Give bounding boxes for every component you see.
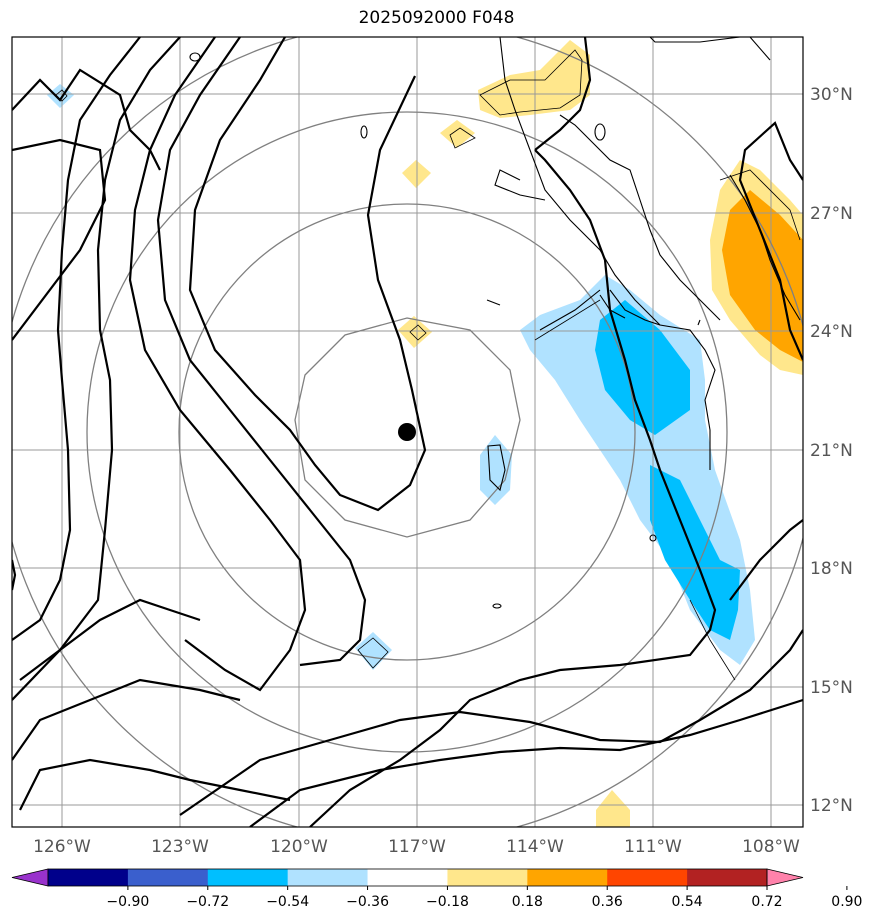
colorbar-segment <box>687 869 768 886</box>
lat-label: 15°N <box>810 678 853 698</box>
colorbar-tick-label: −0.90 <box>106 894 149 910</box>
lat-label: 24°N <box>810 322 853 342</box>
lon-label: 108°W <box>742 837 800 857</box>
map-title: 2025092000 F048 <box>358 8 515 28</box>
graticule <box>12 37 803 827</box>
lat-label: 27°N <box>810 204 853 224</box>
lon-label: 111°W <box>624 837 682 857</box>
map-plot-area <box>12 37 803 827</box>
map-frame <box>11 36 804 828</box>
range-rings <box>12 37 803 827</box>
colorbar-segment <box>607 869 688 886</box>
colorbar-extend-low <box>11 868 49 887</box>
colorbar-extend-high <box>766 868 804 887</box>
colorbar-segment <box>527 869 608 886</box>
colorbar-tick-label: −0.54 <box>266 894 309 910</box>
latitude-labels: 30°N 27°N 24°N 21°N 18°N 15°N 12°N <box>810 85 853 816</box>
colorbar-tick-label: −0.36 <box>346 894 389 910</box>
lon-label: 123°W <box>151 837 209 857</box>
lat-label: 12°N <box>810 796 853 816</box>
lat-label: 21°N <box>810 441 853 461</box>
lat-label: 18°N <box>810 559 853 579</box>
colorbar-tick-label: 0.36 <box>592 894 623 910</box>
longitude-labels: 126°W 123°W 120°W 117°W 114°W 111°W 108°… <box>33 837 800 857</box>
colorbar-segment <box>287 869 369 886</box>
colorbar-tick-label: 0.90 <box>831 894 862 910</box>
colorbar-tick-label: 0.18 <box>512 894 543 910</box>
colorbar-segment <box>207 869 289 886</box>
colorbar-tick-label: 0.72 <box>751 894 782 910</box>
lon-label: 117°W <box>388 837 446 857</box>
storm-center-marker <box>398 423 416 441</box>
colorbar-tick-label: −0.18 <box>426 894 469 910</box>
colorbar-segment <box>127 869 209 886</box>
colorbar-segment <box>367 869 448 886</box>
lon-label: 120°W <box>270 837 328 857</box>
colorbar-segment <box>48 869 129 886</box>
lon-label: 126°W <box>33 837 91 857</box>
colorbar-tick-label: −0.72 <box>186 894 229 910</box>
anomaly-shading <box>47 40 803 827</box>
colorbar-tick-label: 0.54 <box>672 894 703 910</box>
colorbar: −0.90 −0.72 −0.54 −0.36 −0.18 0.18 0.36 0.54 0.7… <box>11 868 862 910</box>
height-contours <box>12 37 803 827</box>
lat-label: 30°N <box>810 85 853 105</box>
colorbar-segment <box>447 869 528 886</box>
lon-label: 114°W <box>506 837 564 857</box>
